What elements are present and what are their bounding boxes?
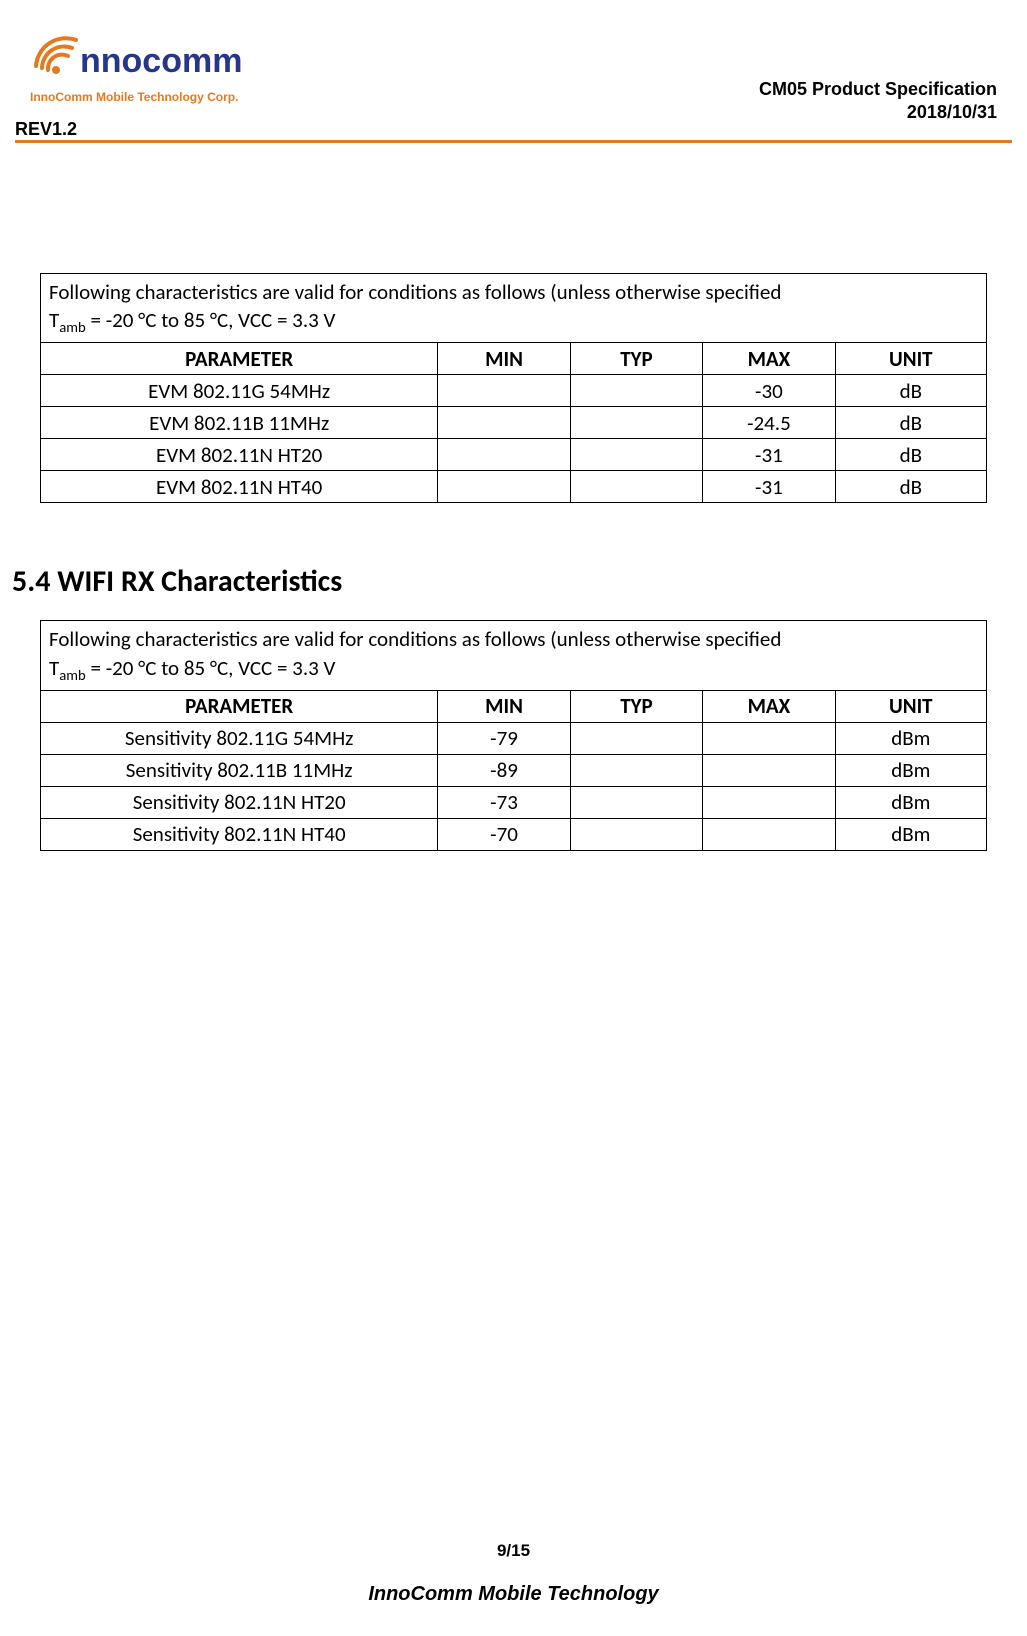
table-row: Sensitivity 802.11N HT20 -73 dBm (41, 786, 987, 818)
table-caption: Following characteristics are valid for … (41, 274, 987, 343)
cell-param: EVM 802.11N HT40 (41, 471, 438, 503)
cell-typ (570, 375, 702, 407)
caption-tamb-prefix: T (49, 307, 59, 333)
caption-line1: Following characteristics are valid for … (49, 626, 781, 652)
company-logo: nnocomm InnoComm Mobile Technology Corp. (30, 30, 280, 104)
doc-revision: REV1.2 (15, 119, 77, 140)
caption-tamb-sub: amb (59, 666, 86, 684)
page-footer: 9/15 InnoComm Mobile Technology (0, 1541, 1027, 1606)
cell-param: EVM 802.11B 11MHz (41, 407, 438, 439)
cell-typ (570, 439, 702, 471)
page-number: 9/15 (0, 1541, 1027, 1561)
evm-table: Following characteristics are valid for … (40, 273, 987, 503)
cell-unit: dBm (835, 722, 986, 754)
cell-unit: dB (835, 471, 986, 503)
cell-min: -79 (438, 722, 570, 754)
table-row: Sensitivity 802.11N HT40 -70 dBm (41, 818, 987, 850)
cell-max: -31 (703, 471, 835, 503)
table-row: Sensitivity 802.11G 54MHz -79 dBm (41, 722, 987, 754)
cell-unit: dB (835, 439, 986, 471)
cell-typ (570, 818, 702, 850)
cell-unit: dB (835, 375, 986, 407)
table-row: EVM 802.11N HT20 -31 dB (41, 439, 987, 471)
table-caption: Following characteristics are valid for … (41, 621, 987, 690)
cell-typ (570, 786, 702, 818)
svg-text:nnocomm: nnocomm (80, 42, 242, 80)
footer-company: InnoComm Mobile Technology (0, 1583, 1027, 1606)
caption-tamb-prefix: T (49, 655, 59, 681)
cell-min (438, 471, 570, 503)
cell-typ (570, 754, 702, 786)
header-right: CM05 Product Specification 2018/10/31 (759, 78, 997, 123)
col-parameter: PARAMETER (41, 690, 438, 722)
table-header-row: PARAMETER MIN TYP MAX UNIT (41, 343, 987, 375)
caption-tamb-sub: amb (59, 319, 86, 337)
cell-max (703, 722, 835, 754)
table-header-row: PARAMETER MIN TYP MAX UNIT (41, 690, 987, 722)
cell-max (703, 818, 835, 850)
table-row: EVM 802.11B 11MHz -24.5 dB (41, 407, 987, 439)
col-parameter: PARAMETER (41, 343, 438, 375)
col-unit: UNIT (835, 690, 986, 722)
caption-line2-rest: = -20 °C to 85 °C, VCC = 3.3 V (86, 307, 336, 333)
col-typ: TYP (570, 690, 702, 722)
cell-min (438, 407, 570, 439)
col-unit: UNIT (835, 343, 986, 375)
cell-typ (570, 471, 702, 503)
sensitivity-table: Following characteristics are valid for … (40, 620, 987, 850)
cell-param: EVM 802.11G 54MHz (41, 375, 438, 407)
table-row: Sensitivity 802.11B 11MHz -89 dBm (41, 754, 987, 786)
cell-param: Sensitivity 802.11N HT20 (41, 786, 438, 818)
caption-line1: Following characteristics are valid for … (49, 279, 781, 305)
caption-line2-rest: = -20 °C to 85 °C, VCC = 3.3 V (86, 655, 336, 681)
cell-max: -30 (703, 375, 835, 407)
table-row: EVM 802.11G 54MHz -30 dB (41, 375, 987, 407)
table-row: EVM 802.11N HT40 -31 dB (41, 471, 987, 503)
cell-min: -70 (438, 818, 570, 850)
cell-param: Sensitivity 802.11G 54MHz (41, 722, 438, 754)
doc-title: CM05 Product Specification (759, 78, 997, 101)
cell-typ (570, 722, 702, 754)
page: nnocomm InnoComm Mobile Technology Corp.… (0, 0, 1027, 1636)
cell-typ (570, 407, 702, 439)
col-max: MAX (703, 343, 835, 375)
logo-icon: nnocomm (30, 30, 280, 88)
cell-param: Sensitivity 802.11N HT40 (41, 818, 438, 850)
col-typ: TYP (570, 343, 702, 375)
cell-min: -89 (438, 754, 570, 786)
cell-unit: dB (835, 407, 986, 439)
cell-unit: dBm (835, 818, 986, 850)
cell-max (703, 786, 835, 818)
section-heading: 5.4 WIFI RX Characteristics (12, 563, 987, 600)
cell-max (703, 754, 835, 786)
col-min: MIN (438, 690, 570, 722)
cell-max: -24.5 (703, 407, 835, 439)
col-min: MIN (438, 343, 570, 375)
cell-min (438, 439, 570, 471)
col-max: MAX (703, 690, 835, 722)
logo-subtitle: InnoComm Mobile Technology Corp. (30, 90, 280, 104)
page-header: nnocomm InnoComm Mobile Technology Corp.… (30, 30, 997, 140)
page-content: Following characteristics are valid for … (30, 143, 997, 851)
cell-unit: dBm (835, 754, 986, 786)
doc-date: 2018/10/31 (759, 101, 997, 124)
cell-param: EVM 802.11N HT20 (41, 439, 438, 471)
cell-max: -31 (703, 439, 835, 471)
cell-param: Sensitivity 802.11B 11MHz (41, 754, 438, 786)
cell-unit: dBm (835, 786, 986, 818)
cell-min (438, 375, 570, 407)
cell-min: -73 (438, 786, 570, 818)
